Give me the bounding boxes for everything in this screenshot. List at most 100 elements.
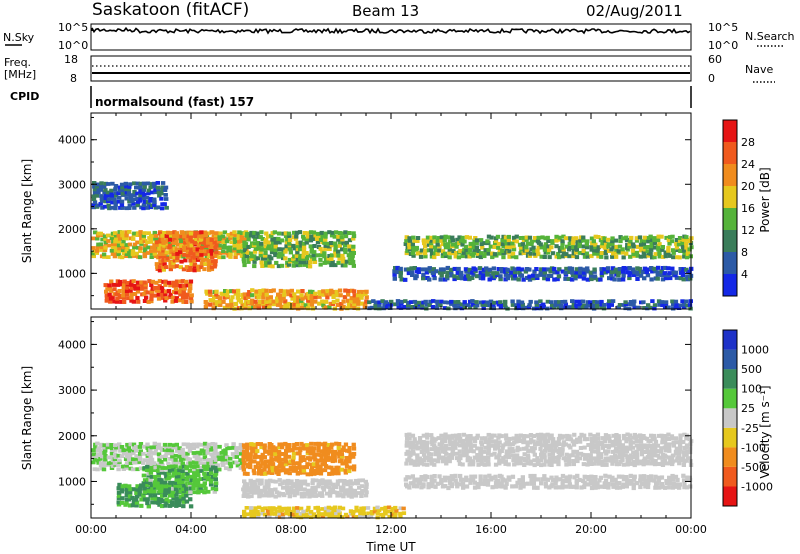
- velocity-echo-cell: [273, 452, 278, 456]
- velocity-echo-cell: [336, 468, 341, 473]
- power-echo-cell: [186, 243, 191, 248]
- velocity-echo-cell: [178, 458, 184, 462]
- velocity-echo-cell: [528, 433, 534, 437]
- velocity-echo-cell: [257, 467, 262, 472]
- power-echo-cell: [135, 203, 140, 208]
- power-echo-cell: [182, 245, 187, 250]
- velocity-echo-cell: [472, 480, 478, 485]
- power-echo-cell: [210, 259, 216, 264]
- power-echo-cell: [480, 303, 485, 307]
- power-echo-cell: [283, 256, 288, 261]
- colorbar-segment: [723, 447, 737, 467]
- velocity-echo-cell: [287, 448, 292, 453]
- power-echo-cell: [198, 249, 204, 254]
- power-echo-cell: [444, 274, 450, 279]
- power-echo-cell: [91, 254, 96, 259]
- velocity-echo-cell: [557, 433, 563, 438]
- power-echo-cell: [109, 236, 115, 240]
- power-echo-cell: [645, 249, 650, 254]
- power-echo-cell: [110, 200, 115, 205]
- power-echo-cell: [434, 269, 439, 274]
- velocity-echo-cell: [283, 459, 288, 464]
- power-echo-cell: [567, 241, 572, 246]
- velocity-echo-cell: [645, 461, 650, 466]
- power-echo-cell: [631, 272, 637, 277]
- power-echo-cell: [331, 299, 336, 304]
- velocity-echo-cell: [649, 452, 654, 457]
- velocity-echo-cell: [613, 453, 618, 458]
- power-echo-cell: [462, 305, 467, 310]
- velocity-echo-cell: [170, 454, 175, 459]
- power-echo-cell: [489, 273, 494, 278]
- velocity-echo-cell: [123, 483, 128, 488]
- velocity-echo-cell: [92, 457, 98, 462]
- velocity-echo-cell: [506, 462, 511, 467]
- velocity-echo-cell: [606, 485, 611, 490]
- velocity-echo-cell: [124, 466, 129, 470]
- power-echo-cell: [281, 256, 286, 261]
- velocity-echo-cell: [159, 454, 165, 459]
- velocity-echo-cell: [567, 434, 572, 439]
- velocity-echo-cell: [184, 499, 190, 504]
- power-echo-cell: [571, 245, 576, 249]
- power-echo-cell: [429, 254, 435, 259]
- power-echo-cell: [598, 277, 603, 282]
- power-echo-cell: [141, 190, 146, 195]
- power-echo-cell: [195, 258, 201, 262]
- velocity-echo-cell: [603, 433, 609, 438]
- velocity-echo-cell: [189, 464, 194, 469]
- velocity-echo-cell: [563, 442, 568, 447]
- power-echo-cell: [167, 237, 173, 242]
- power-echo-cell: [199, 252, 204, 257]
- power-echo-cell: [203, 304, 208, 309]
- power-echo-cell: [483, 250, 488, 255]
- power-echo-cell: [261, 292, 267, 297]
- velocity-echo-cell: [610, 475, 615, 480]
- power-echo-cell: [656, 299, 662, 304]
- velocity-echo-cell: [256, 512, 261, 516]
- velocity-echo-cell: [363, 487, 368, 492]
- power-echo-cell: [252, 241, 257, 246]
- velocity-echo-cell: [198, 485, 203, 490]
- power-echo-cell: [663, 254, 668, 259]
- power-echo-cell: [179, 259, 184, 264]
- velocity-echo-cell: [449, 474, 454, 479]
- velocity-echo-cell: [329, 456, 334, 461]
- velocity-echo-cell: [91, 460, 96, 465]
- velocity-echo-cell: [464, 446, 469, 451]
- velocity-echo-cell: [128, 461, 134, 466]
- power-echo-cell: [450, 242, 456, 247]
- power-echo-cell: [110, 242, 116, 246]
- power-echo-cell: [249, 251, 254, 256]
- velocity-echo-cell: [352, 481, 358, 486]
- velocity-echo-cell: [450, 443, 456, 448]
- power-echo-cell: [585, 266, 590, 271]
- power-echo-cell: [308, 289, 313, 294]
- velocity-echo-cell: [347, 446, 352, 450]
- velocity-echo-cell: [291, 451, 297, 456]
- velocity-echo-cell: [354, 515, 359, 519]
- power-echo-cell: [302, 231, 307, 235]
- velocity-echo-cell: [210, 475, 216, 479]
- velocity-echo-cell: [322, 458, 327, 463]
- velocity-echo-cell: [217, 444, 222, 449]
- power-echo-cell: [518, 236, 524, 240]
- velocity-echo-cell: [138, 486, 143, 491]
- velocity-echo-cell: [277, 445, 282, 450]
- velocity-echo-cell: [366, 511, 371, 516]
- velocity-echo-cell: [424, 443, 430, 448]
- velocity-echo-cell: [163, 454, 168, 458]
- velocity-echo-cell: [248, 478, 253, 483]
- power-echo-cell: [410, 272, 415, 277]
- colorbar-segment: [723, 466, 737, 487]
- velocity-echo-cell: [187, 481, 193, 486]
- power-echo-cell: [610, 236, 615, 241]
- power-echo-cell: [163, 298, 168, 303]
- colorbar-segment: [723, 427, 737, 448]
- velocity-echo-cell: [116, 496, 122, 501]
- power-echo-cell: [667, 241, 672, 246]
- velocity-echo-cell: [328, 489, 333, 493]
- power-echo-cell: [460, 254, 465, 259]
- velocity-echo-cell: [313, 494, 319, 498]
- velocity-echo-cell: [560, 473, 566, 479]
